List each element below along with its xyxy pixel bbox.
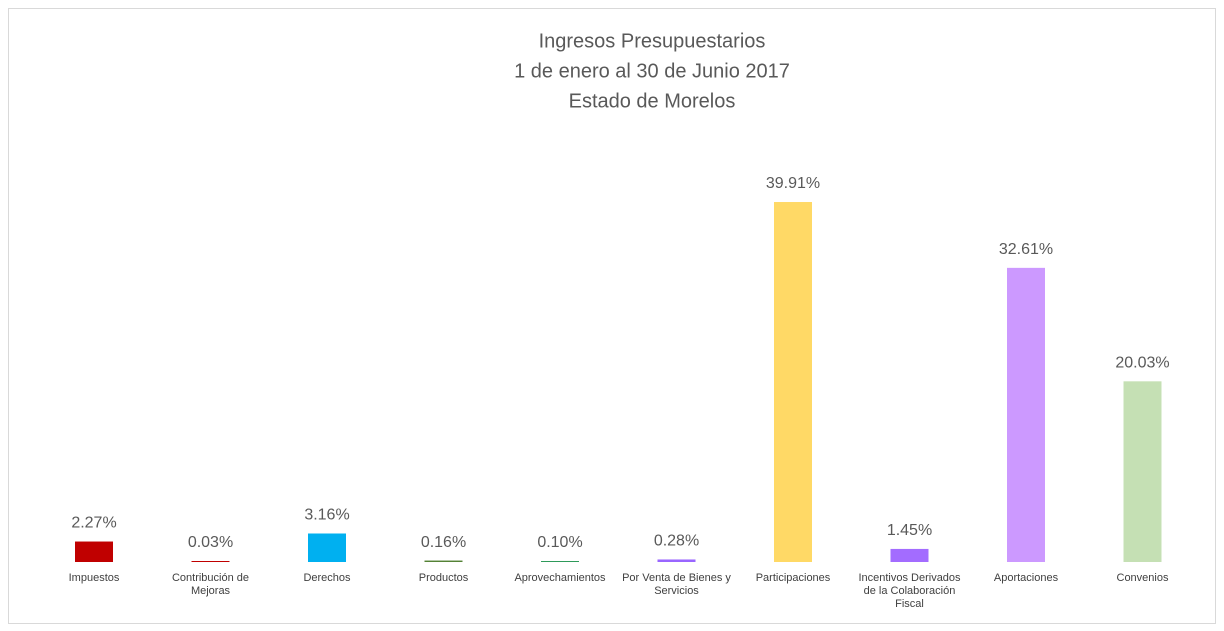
value-label: 1.45% [887,522,932,539]
value-label: 32.61% [999,241,1053,258]
bar [541,561,579,562]
bar [75,541,113,562]
value-label: 2.27% [71,515,116,532]
bar [657,559,696,562]
x-tick-label: Incentivos Derivados de la Colaboración … [858,572,961,610]
bar [774,202,812,563]
x-tick-label: Contribución de Mejoras [171,572,250,597]
chart-title: Ingresos Presupuestarios [539,30,766,52]
bar [1123,381,1162,562]
value-label: 0.28% [654,533,699,550]
x-tick-label: Impuestos [68,572,120,584]
value-label: 0.03% [188,534,233,551]
x-tick-label: Participaciones [755,572,831,584]
bar [424,560,463,562]
value-label: 39.91% [766,175,820,192]
x-tick-label: Productos [418,572,469,584]
x-tick-label: Convenios [1116,572,1169,584]
value-label: 0.10% [537,534,582,551]
x-tick-label: Por Venta de Bienes y Servicios [622,572,731,597]
bar [1007,267,1045,562]
x-tick-label: Aportaciones [993,572,1059,584]
chart-subtitle: Estado de Morelos [569,90,736,112]
bar [890,548,929,562]
value-label: 3.16% [304,507,349,524]
bar [308,533,346,562]
value-label: 20.03% [1115,355,1169,372]
bar [191,561,230,562]
x-tick-label: Derechos [303,572,351,584]
value-label: 0.16% [421,534,466,551]
x-tick-label: Aprovechamientos [514,572,606,584]
chart-subtitle: 1 de enero al 30 de Junio 2017 [514,60,790,82]
